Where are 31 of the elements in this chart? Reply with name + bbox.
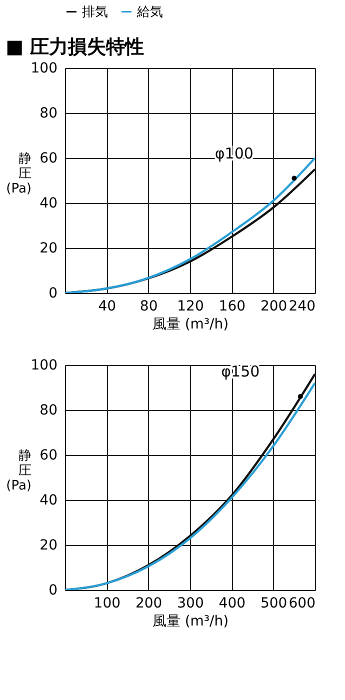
- y-tick-label: 60: [40, 448, 58, 464]
- x-tick-label: 500: [260, 596, 288, 612]
- y-axis-title: 静圧(Pa): [6, 152, 32, 196]
- y-tick-label: 60: [40, 150, 58, 166]
- x-tick-label: 120: [177, 298, 204, 314]
- x-axis-title: 風量 (m³/h): [152, 316, 229, 332]
- x-tick-label: 40: [98, 298, 116, 314]
- legend-label: 排気: [82, 4, 108, 20]
- y-axis-title: 静圧(Pa): [6, 448, 32, 494]
- x-tick-label: 240: [288, 298, 316, 314]
- y-tick-label: 80: [40, 402, 58, 418]
- y-tick-label: 100: [30, 60, 58, 76]
- y-tick-label: 100: [30, 358, 58, 374]
- x-tick-label: 80: [140, 298, 158, 314]
- x-tick-label: 200: [260, 298, 288, 314]
- y-tick-label: 0: [48, 286, 58, 302]
- x-tick-label: 100: [94, 596, 121, 612]
- x-tick-label: 600: [288, 596, 316, 612]
- x-axis-title: 風量 (m³/h): [152, 614, 229, 630]
- y-tick-label: 20: [40, 538, 58, 554]
- y-tick-label: 0: [48, 582, 58, 598]
- y-tick-label: 40: [40, 492, 58, 508]
- x-tick-label: 200: [135, 596, 162, 612]
- x-tick-label: 300: [177, 596, 204, 612]
- x-tick-label: 160: [218, 298, 246, 314]
- legend-label: 給気: [136, 4, 163, 20]
- y-tick-label: 80: [40, 106, 58, 122]
- chart-title: ■ 圧力損失特性: [6, 36, 144, 58]
- x-tick-label: 400: [218, 596, 246, 612]
- y-tick-label: 40: [40, 196, 58, 212]
- y-tick-label: 20: [40, 240, 58, 256]
